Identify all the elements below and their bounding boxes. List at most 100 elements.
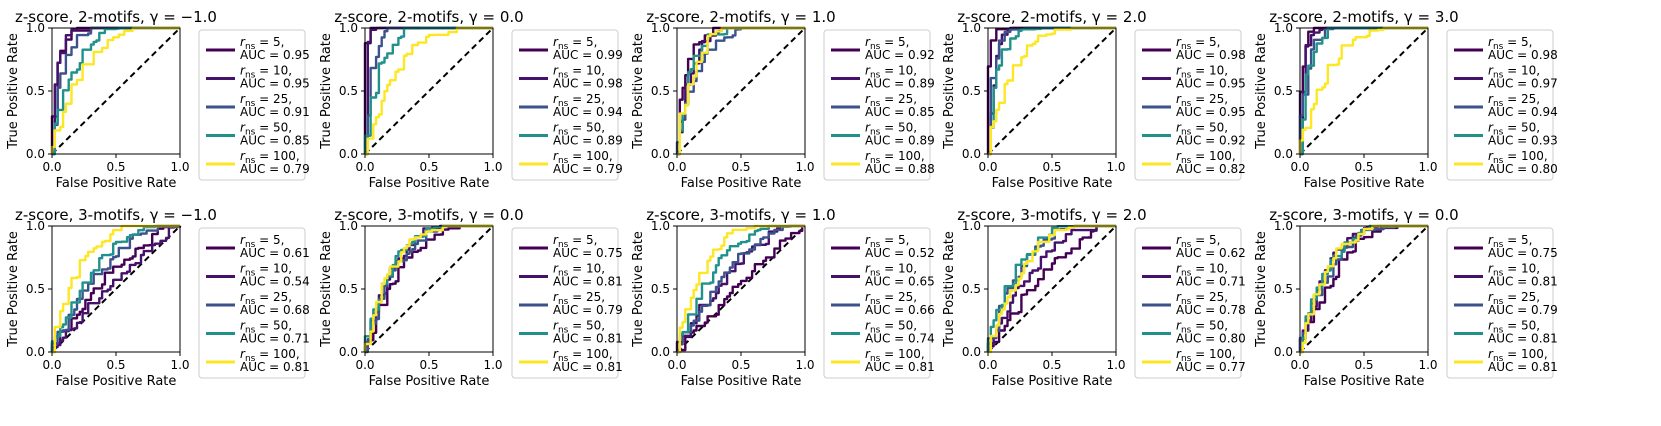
legend-label-rns-50: rns = 50, [553, 121, 605, 138]
legend-auc-value: AUC = 0.75 [553, 246, 623, 260]
subplot-title: z-score, 2-motifs, γ = 0.0 [334, 8, 523, 26]
legend-label-rns-50: rns = 50, [865, 121, 917, 138]
roc-curves [363, 26, 494, 156]
roc-line-rns-5 [677, 224, 805, 354]
legend-label-rns-100: rns = 100, [865, 149, 925, 166]
legend-auc-value: AUC = 0.95 [240, 77, 310, 91]
legend-label-rns-50: rns = 50, [1176, 319, 1228, 336]
legend-label-rns-50: rns = 50, [553, 319, 605, 336]
legend-auc-value: AUC = 0.79 [553, 162, 623, 176]
legend-auc-value: AUC = 0.66 [865, 303, 935, 317]
legend-label-rns-25: rns = 25, [1488, 92, 1540, 109]
legend-label-rns-25: rns = 25, [553, 92, 605, 109]
y-axis-label: True Positive Rate [6, 33, 21, 150]
x-tick-label: 0.5 [1354, 160, 1373, 174]
legend-auc-value: AUC = 0.94 [553, 105, 623, 119]
legend-label-rns-25: rns = 25, [553, 290, 605, 307]
y-tick-label: 1.0 [26, 21, 45, 35]
legend-label-rns-10: rns = 10, [240, 64, 292, 81]
legend-box [1446, 227, 1554, 379]
y-tick-label: 0.5 [1274, 282, 1293, 296]
legend-label-rns-100: rns = 100, [240, 149, 300, 166]
subplot-5: z-score, 2-motifs, γ = 3.0 0.00.0 0.5 0.5 1.… [1254, 8, 1558, 191]
legend-box [823, 29, 931, 181]
roc-curves [50, 224, 182, 354]
roc-curves [675, 224, 806, 354]
subplot-1: z-score, 2-motifs, γ = −1.0 0.00.0 0.5 0.5 1… [6, 8, 310, 191]
x-tick-label: 0.0 [42, 160, 61, 174]
y-tick-label: 0.5 [26, 282, 45, 296]
y-tick-label: 1.0 [651, 219, 670, 233]
legend-auc-value: AUC = 0.98 [1488, 48, 1558, 62]
legend-auc-value: AUC = 0.52 [865, 246, 935, 260]
subplot-10: z-score, 3-motifs, γ = 0.0 0.00.0 0.5 0.5 1.… [1254, 206, 1558, 389]
roc-curves [986, 224, 1117, 354]
legend-auc-value: AUC = 0.92 [865, 48, 935, 62]
y-tick-label: 1.0 [26, 219, 45, 233]
legend-auc-value: AUC = 0.98 [553, 77, 623, 91]
legend-auc-value: AUC = 0.54 [240, 275, 310, 289]
legend-auc-value: AUC = 0.71 [240, 332, 310, 346]
subplot-7: z-score, 3-motifs, γ = 0.0 0.00.0 0.5 0.5 1.… [319, 206, 623, 389]
subplot-title: z-score, 2-motifs, γ = 3.0 [1269, 8, 1458, 26]
y-tick-label: 1.0 [339, 21, 358, 35]
legend-auc-value: AUC = 0.74 [865, 332, 935, 346]
legend-label-rns-100: rns = 100, [1488, 149, 1548, 166]
roc-line-rns-10 [50, 225, 182, 352]
x-tick-label: 0.0 [1290, 358, 1309, 372]
subplot-title: z-score, 3-motifs, γ = 1.0 [646, 206, 835, 224]
y-tick-label: 0.0 [339, 147, 358, 161]
x-tick-label: 0.5 [1042, 160, 1061, 174]
roc-curves [1298, 26, 1429, 156]
x-tick-label: 0.0 [42, 358, 61, 372]
legend-auc-value: AUC = 0.81 [1488, 360, 1558, 374]
legend-label-rns-10: rns = 10, [240, 262, 292, 279]
y-tick-label: 1.0 [1274, 219, 1293, 233]
x-axis-label: False Positive Rate [369, 176, 490, 191]
x-tick-label: 0.5 [1354, 358, 1373, 372]
legend-auc-value: AUC = 0.78 [1176, 303, 1246, 317]
legend-auc-value: AUC = 0.82 [1176, 162, 1246, 176]
x-axis-label: False Positive Rate [369, 374, 490, 389]
x-tick-label: 0.5 [1042, 358, 1061, 372]
legend-auc-value: AUC = 0.81 [553, 360, 623, 374]
legend-auc-value: AUC = 0.89 [553, 134, 623, 148]
legend-label-rns-25: rns = 25, [1488, 290, 1540, 307]
x-tick-label: 1.0 [795, 358, 814, 372]
legend-label-rns-100: rns = 100, [1176, 149, 1236, 166]
x-axis-label: False Positive Rate [992, 176, 1113, 191]
legend-box [1134, 29, 1242, 181]
legend-auc-value: AUC = 0.81 [553, 275, 623, 289]
legend-label-rns-5: rns = 5, [1488, 35, 1532, 52]
legend-label-rns-25: rns = 25, [1176, 92, 1228, 109]
legend-label-rns-50: rns = 50, [865, 319, 917, 336]
legend-auc-value: AUC = 0.81 [865, 360, 935, 374]
x-axis-label: False Positive Rate [681, 176, 802, 191]
y-tick-label: 1.0 [651, 21, 670, 35]
x-tick-label: 1.0 [1106, 358, 1125, 372]
y-axis-label: True Positive Rate [942, 231, 957, 348]
roc-curves [986, 26, 1117, 156]
legend-box [511, 29, 619, 181]
legend-auc-value: AUC = 0.95 [1176, 105, 1246, 119]
y-tick-label: 0.0 [1274, 147, 1293, 161]
x-axis-label: False Positive Rate [992, 374, 1113, 389]
legend-box [511, 227, 619, 379]
legend-label-rns-25: rns = 25, [865, 290, 917, 307]
y-tick-label: 0.5 [26, 84, 45, 98]
y-axis-label: True Positive Rate [319, 33, 334, 150]
x-tick-label: 1.0 [170, 160, 189, 174]
legend-auc-value: AUC = 0.92 [1176, 134, 1246, 148]
legend-auc-value: AUC = 0.77 [1176, 360, 1246, 374]
x-tick-label: 0.0 [667, 358, 686, 372]
x-tick-label: 0.5 [106, 160, 125, 174]
legend-label-rns-10: rns = 10, [1176, 64, 1228, 81]
legend-auc-value: AUC = 0.81 [1488, 332, 1558, 346]
